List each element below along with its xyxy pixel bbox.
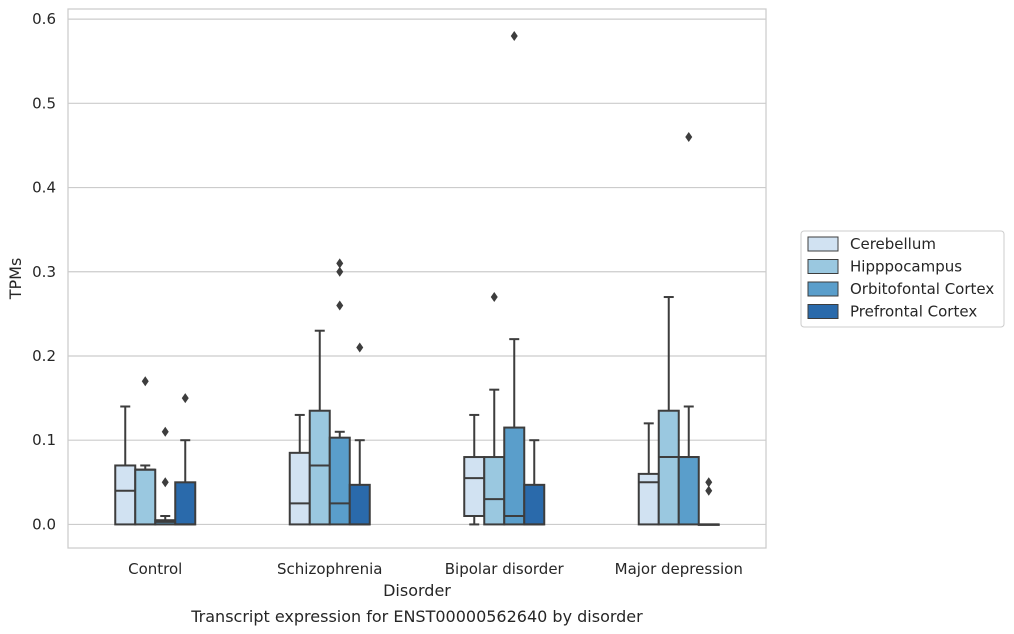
box-body bbox=[328, 436, 351, 526]
y-tick-label: 0.3 bbox=[32, 263, 56, 281]
legend-items: Cerebellum Hipppocampus Orbitofontal Corte… bbox=[807, 235, 994, 321]
y-axis-ticks: 0.0 0.1 0.2 0.3 0.4 0.5 0.6 bbox=[32, 10, 56, 533]
x-axis-ticks: Control Schizophrenia Bipolar disorder Majo… bbox=[128, 560, 743, 578]
legend-item: Orbitofontal Cortex bbox=[807, 280, 994, 298]
legend-item: Hipppocampus bbox=[807, 258, 962, 276]
legend-swatch bbox=[807, 281, 839, 297]
box-series-layer bbox=[114, 30, 720, 526]
legend-label: Orbitofontal Cortex bbox=[850, 280, 994, 298]
legend-swatch bbox=[807, 304, 839, 319]
box-cerebellum bbox=[463, 413, 486, 526]
outlier-point bbox=[336, 258, 344, 269]
box-orbitofontal-cortex bbox=[154, 426, 177, 526]
outlier-point bbox=[141, 376, 149, 387]
legend-label: Prefrontal Cortex bbox=[850, 303, 977, 321]
y-tick-label: 0.5 bbox=[32, 94, 56, 112]
y-tick-label: 0.4 bbox=[32, 179, 56, 197]
box-body bbox=[463, 456, 486, 517]
legend-frame bbox=[800, 230, 1005, 328]
y-tick-label: 0.6 bbox=[32, 10, 56, 28]
legend-label: Hipppocampus bbox=[850, 258, 962, 276]
box-prefrontal-cortex bbox=[348, 342, 371, 526]
outlier-point bbox=[161, 426, 169, 437]
box-cerebellum bbox=[288, 413, 311, 526]
box-body bbox=[523, 483, 546, 526]
box-hipppocampus bbox=[308, 329, 331, 526]
box-orbitofontal-cortex bbox=[677, 132, 700, 526]
box-hipppocampus bbox=[483, 292, 506, 526]
legend-item: Prefrontal Cortex bbox=[807, 303, 977, 321]
outlier-point bbox=[705, 485, 713, 496]
box-body bbox=[677, 456, 700, 526]
box-body bbox=[348, 483, 371, 526]
box-cerebellum bbox=[637, 422, 660, 526]
y-tick-label: 0.2 bbox=[32, 347, 56, 365]
x-tick-label: Bipolar disorder bbox=[445, 560, 565, 578]
box-body bbox=[657, 409, 680, 526]
box-hipppocampus bbox=[134, 376, 157, 526]
outlier-point bbox=[685, 132, 693, 143]
outlier-point bbox=[336, 266, 344, 277]
legend-swatch bbox=[807, 236, 839, 252]
box-orbitofontal-cortex bbox=[328, 258, 351, 526]
outlier-point bbox=[490, 292, 498, 303]
outlier-point bbox=[510, 30, 518, 41]
box-cerebellum bbox=[114, 405, 137, 526]
plot-area-frame bbox=[67, 8, 767, 549]
outlier-point bbox=[181, 393, 189, 404]
figure-caption: Transcript expression for ENST0000056264… bbox=[190, 607, 643, 626]
outlier-point bbox=[356, 342, 364, 353]
x-axis-title: Disorder bbox=[383, 581, 451, 600]
box-body bbox=[134, 468, 157, 526]
box-hipppocampus bbox=[657, 296, 680, 526]
y-tick-label: 0.1 bbox=[32, 431, 56, 449]
outlier-point bbox=[161, 477, 169, 488]
box-prefrontal-cortex bbox=[523, 439, 546, 526]
x-tick-label: Control bbox=[128, 560, 182, 578]
box-body bbox=[308, 409, 331, 526]
x-tick-label: Major depression bbox=[615, 560, 743, 578]
box-prefrontal-cortex bbox=[174, 393, 197, 526]
x-tick-label: Schizophrenia bbox=[277, 560, 382, 578]
box-orbitofontal-cortex bbox=[503, 30, 526, 526]
box-prefrontal-cortex bbox=[697, 477, 720, 526]
legend-swatch bbox=[807, 259, 839, 274]
outlier-point bbox=[705, 477, 713, 488]
y-tick-label: 0.0 bbox=[32, 515, 56, 533]
box-body bbox=[114, 464, 137, 526]
y-axis-title: TPMs bbox=[6, 258, 25, 301]
legend-label: Cerebellum bbox=[850, 235, 936, 253]
legend: Cerebellum Hipppocampus Orbitofontal Corte… bbox=[800, 230, 1005, 328]
box-body bbox=[174, 481, 197, 526]
box-body bbox=[288, 451, 311, 526]
outlier-point bbox=[336, 300, 344, 311]
box-body bbox=[483, 456, 506, 526]
box-body bbox=[503, 426, 526, 526]
legend-item: Cerebellum bbox=[807, 235, 936, 253]
